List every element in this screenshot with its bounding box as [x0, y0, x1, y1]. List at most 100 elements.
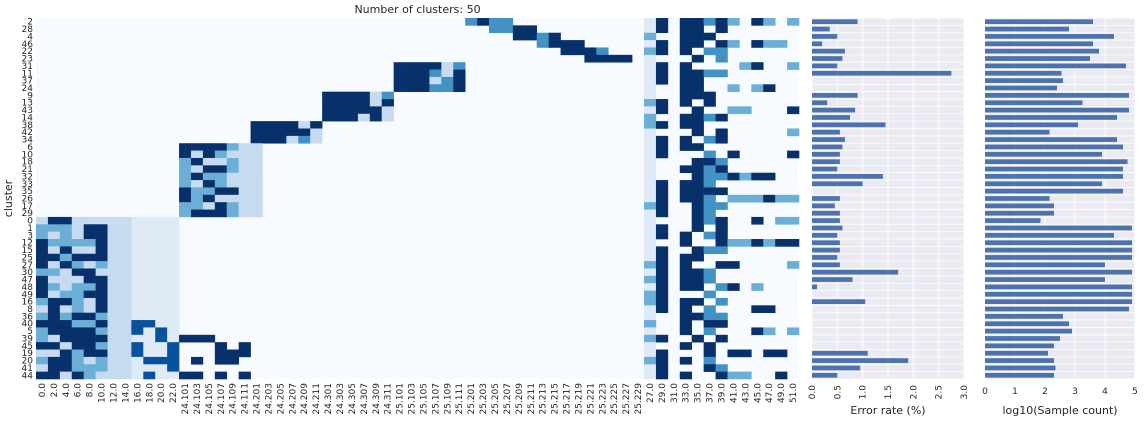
heatmap-col-label: 24.109	[229, 383, 239, 415]
error-rate-bar	[812, 174, 883, 179]
heatmap-cell	[119, 253, 132, 262]
heatmap-cell	[71, 275, 84, 284]
heatmap-cell	[155, 239, 168, 247]
heatmap-cell	[644, 165, 657, 174]
heatmap-cell	[95, 283, 108, 291]
heatmap-cell	[751, 172, 764, 181]
error-rate-bar	[812, 247, 840, 253]
sample-count-bar	[985, 328, 1072, 334]
error-rate-bar	[812, 262, 840, 268]
heatmap-cell	[47, 283, 61, 291]
heatmap-cell	[36, 305, 49, 313]
heatmap-col-label: 24.105	[205, 383, 215, 415]
heatmap-cell	[691, 253, 704, 262]
heatmap-cell	[655, 297, 669, 306]
heatmap-cell	[107, 371, 120, 380]
heatmap-cell	[679, 135, 692, 144]
heatmap-cell	[47, 253, 61, 262]
heatmap-cell	[83, 224, 96, 232]
heatmap-cell	[727, 371, 740, 380]
heatmap-cell	[250, 128, 263, 137]
heatmap-cell	[71, 356, 84, 365]
sample-count-bar	[985, 210, 1054, 216]
heatmap-cell	[95, 246, 108, 255]
heatmap-cell	[512, 25, 526, 34]
sample-count-bar	[985, 78, 1063, 83]
heatmap-cell	[572, 40, 585, 48]
heatmap-cell	[644, 54, 657, 63]
heatmap-cell	[405, 62, 418, 70]
heatmap-cell	[644, 106, 657, 115]
heatmap-cell	[95, 275, 108, 284]
heatmap-cell	[679, 113, 692, 122]
heatmap-cell	[143, 290, 156, 299]
sample-count-bar	[985, 41, 1093, 47]
error-rate-bar	[812, 56, 843, 61]
error-rate-bar	[812, 34, 838, 39]
heatmap-cell	[751, 283, 764, 291]
heatmap-cell	[167, 334, 180, 343]
heatmap-cell	[322, 91, 335, 100]
heatmap-col-label: 25.223	[598, 383, 608, 415]
sample-count-bar	[985, 129, 1050, 135]
heatmap-cell	[715, 320, 728, 328]
heatmap-cell	[703, 327, 716, 336]
heatmap-cell	[83, 246, 96, 255]
heatmap-cell	[179, 209, 192, 218]
heatmap-cell	[47, 261, 61, 269]
heatmap-cell	[751, 216, 764, 225]
heatmap-cell	[155, 275, 168, 284]
sample-count-bar	[985, 291, 1132, 297]
heatmap-cell	[655, 69, 669, 78]
heatmap-cell	[775, 194, 788, 203]
heatmap-cell	[202, 143, 216, 151]
heatmap-cell	[71, 290, 84, 299]
heatmap-cell	[143, 283, 156, 291]
heatmap-cell	[143, 320, 156, 328]
heatmap-cell	[644, 128, 657, 137]
heatmap-cell	[107, 239, 120, 247]
heatmap-cell	[739, 194, 752, 203]
heatmap-cell	[143, 327, 156, 336]
heatmap-cell	[262, 121, 275, 129]
heatmap-cell	[131, 364, 144, 372]
sample-count-bar	[985, 196, 1050, 201]
heatmap-cell	[95, 305, 108, 313]
heatmap-cell	[59, 216, 73, 225]
heatmap-cell	[143, 334, 156, 343]
heatmap-cell	[751, 62, 764, 70]
heatmap-cell	[47, 239, 61, 247]
heatmap-cell	[202, 194, 216, 203]
heatmap-cell	[572, 47, 585, 56]
heatmap-cell	[715, 371, 728, 380]
heatmap-cell	[47, 334, 61, 343]
heatmap-cell	[143, 305, 156, 313]
heatmap-cell	[417, 76, 430, 85]
heatmap-cell	[155, 231, 168, 240]
sample-count-bar	[985, 107, 1129, 113]
heatmap-cell	[727, 283, 740, 291]
heatmap-cell	[334, 91, 347, 100]
heatmap-row-label: 21	[22, 165, 33, 175]
heatmap-cell	[644, 246, 657, 255]
heatmap-cell	[179, 194, 192, 203]
heatmap-cell	[214, 172, 228, 181]
heatmap-cell	[214, 356, 228, 365]
error-rate-tick-label: 2.0	[909, 385, 919, 400]
heatmap-cell	[36, 312, 49, 321]
heatmap-col-label: 25.201	[467, 383, 477, 415]
heatmap-cell	[644, 172, 657, 181]
heatmap-col-label: 25.101	[396, 383, 406, 415]
heatmap-cell	[36, 364, 49, 372]
heatmap-cell	[179, 165, 192, 174]
heatmap-cell	[703, 165, 716, 174]
heatmap-row-label: 13	[22, 99, 33, 109]
sample-count-bar	[985, 56, 1090, 61]
heatmap-cell	[36, 283, 49, 291]
heatmap-cell	[381, 106, 394, 115]
error-rate-bar	[812, 210, 840, 216]
sample-count-bar	[985, 255, 1132, 260]
heatmap-cell	[715, 172, 728, 181]
heatmap-cell	[83, 305, 96, 313]
heatmap-cell	[226, 202, 239, 210]
